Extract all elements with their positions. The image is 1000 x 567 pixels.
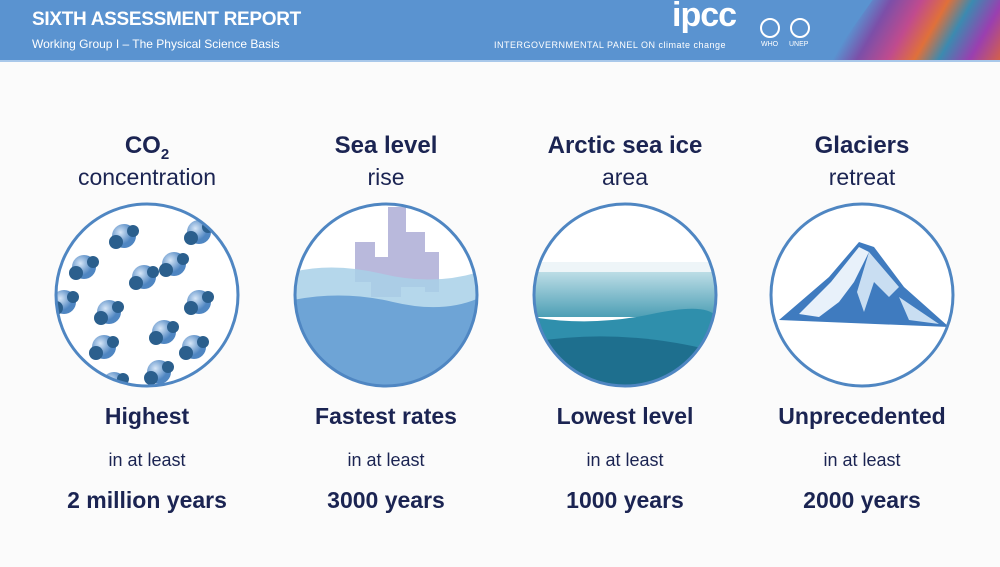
card-qualifier: in at least — [347, 450, 425, 470]
card-highlight: Fastest rates — [315, 403, 457, 429]
card-title: Sea level — [334, 132, 438, 159]
report-title: SIXTH ASSESSMENT REPORT — [32, 9, 301, 30]
card-qualifier: in at least — [586, 450, 664, 470]
ipcc-full-name: INTERGOVERNMENTAL PANEL ON climate chang… — [494, 40, 727, 50]
unep-logo-icon — [790, 18, 810, 38]
title-text: CO — [124, 132, 161, 159]
card-subtitle: area — [601, 164, 649, 190]
co2-molecules-icon — [54, 202, 240, 388]
card-arctic-sea-ice: Arctic sea ice area Lowest level in at l… — [505, 130, 745, 513]
who-label: WHO — [761, 41, 779, 48]
report-subtitle: Working Group I – The Physical Science B… — [32, 37, 280, 51]
card-glaciers: Glaciers retreat Unprecedented in at lea… — [742, 130, 982, 513]
card-title: Arctic sea ice — [547, 132, 703, 159]
header-artwork — [830, 0, 1000, 60]
card-title: CO2 — [27, 130, 267, 163]
card-subtitle: rise — [367, 164, 405, 190]
card-period: 1000 years — [566, 487, 684, 513]
card-sea-level: Sea level rise Fastest rates in at least… — [266, 130, 506, 513]
glacier-mountain-icon — [769, 202, 955, 388]
card-period: 2000 years — [803, 487, 921, 513]
card-qualifier: in at least — [823, 450, 901, 470]
card-period: 2 million years — [67, 487, 227, 513]
card-subtitle: concentration — [77, 164, 217, 190]
card-highlight: Highest — [104, 403, 190, 429]
card-co2: CO2 concentration Highest in at least 2 … — [27, 130, 267, 513]
unep-label: UNEP — [789, 41, 809, 48]
report-header: SIXTH ASSESSMENT REPORT Working Group I … — [0, 0, 1000, 62]
who-logo-icon — [760, 18, 780, 38]
ipcc-logo: ipcc — [672, 0, 737, 34]
sea-ice-icon — [532, 202, 718, 388]
card-highlight: Unprecedented — [778, 403, 946, 429]
card-title: Glaciers — [814, 132, 910, 159]
title-subscript: 2 — [160, 145, 170, 163]
card-period: 3000 years — [327, 487, 445, 513]
flooded-city-icon — [293, 202, 479, 388]
card-highlight: Lowest level — [556, 403, 694, 429]
card-qualifier: in at least — [108, 450, 186, 470]
card-subtitle: retreat — [828, 164, 896, 190]
